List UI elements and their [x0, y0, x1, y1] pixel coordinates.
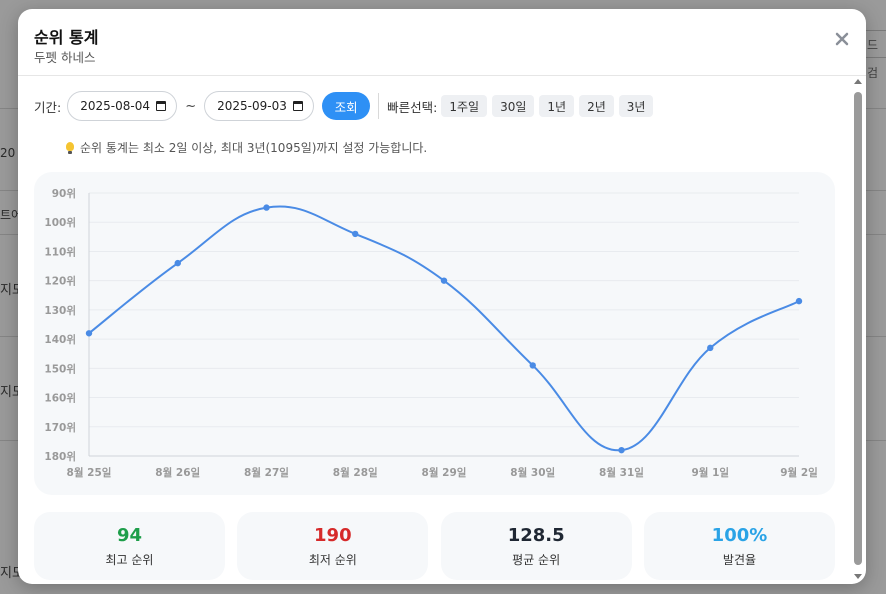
x-tick-label: 8월 26일 — [155, 466, 200, 479]
x-tick-label: 9월 1일 — [691, 466, 729, 479]
quick-select-30days[interactable]: 30일 — [492, 95, 535, 117]
rank-data-point — [263, 204, 270, 211]
stat-worst-value: 190 — [314, 524, 352, 546]
rank-data-point — [352, 230, 359, 238]
stat-card-best: 94 최고 순위 — [34, 512, 225, 580]
modal-header: 순위 통계 두펫 하네스 — [18, 9, 866, 76]
lightbulb-icon — [66, 142, 74, 154]
y-tick-label: 110위 — [44, 245, 76, 258]
scroll-down-arrow-icon[interactable] — [854, 574, 862, 579]
x-tick-label: 8월 30일 — [510, 466, 555, 479]
y-tick-label: 120위 — [44, 275, 76, 288]
stat-discovery-label: 발견율 — [722, 552, 757, 567]
stat-average-label: 평균 순위 — [512, 552, 561, 567]
rank-data-point — [618, 446, 625, 454]
rank-stats-modal: 순위 통계 두펫 하네스 기간: 2025-08-04 ~ 2025-09-03… — [18, 9, 866, 584]
x-tick-label: 8월 28일 — [333, 466, 378, 479]
filter-divider — [378, 93, 380, 119]
x-tick-label: 9월 2일 — [780, 466, 818, 479]
y-tick-label: 150위 — [44, 362, 76, 375]
quick-select-1week[interactable]: 1주일 — [441, 95, 488, 117]
y-tick-label: 140위 — [44, 333, 76, 346]
calendar-icon[interactable] — [293, 101, 304, 111]
stat-discovery-value: 100% — [711, 524, 768, 546]
modal-scrollbar[interactable] — [854, 79, 862, 579]
rank-data-point — [529, 362, 536, 369]
stat-best-value: 94 — [116, 524, 143, 546]
stat-worst-label: 최저 순위 — [308, 552, 357, 567]
y-tick-label: 170위 — [44, 421, 76, 434]
background-text-fragment: 지도 — [0, 566, 24, 581]
x-tick-label: 8월 27일 — [244, 466, 289, 479]
quick-select-3years[interactable]: 3년 — [618, 95, 654, 117]
x-tick-label: 8월 31일 — [599, 466, 644, 479]
rank-data-point — [795, 297, 803, 305]
quick-select-label: 빠른선택: — [387, 99, 438, 115]
background-text-fragment: 지도 — [0, 283, 24, 298]
scrollbar-thumb[interactable] — [854, 92, 862, 565]
rank-data-point — [707, 344, 714, 352]
date-range-hint: 순위 통계는 최소 2일 이상, 최대 3년(1095일)까지 설정 가능합니다… — [66, 139, 427, 156]
stats-row: 94 최고 순위 190 최저 순위 128.5 평균 순위 100% 발견율 — [34, 512, 835, 580]
stat-card-discovery: 100% 발견율 — [643, 512, 835, 580]
period-label: 기간: — [34, 99, 62, 115]
end-date-value: 2025-09-03 — [217, 99, 287, 113]
stat-card-worst: 190 최저 순위 — [237, 512, 429, 580]
stat-best-label: 최고 순위 — [105, 552, 154, 567]
y-tick-label: 90위 — [52, 187, 76, 200]
close-icon[interactable] — [832, 29, 852, 49]
y-tick-label: 130위 — [44, 304, 76, 317]
background-text-fragment: 20 — [0, 146, 16, 160]
background-text-fragment: 지도 — [0, 385, 24, 400]
end-date-input[interactable]: 2025-09-03 — [204, 91, 315, 121]
y-tick-label: 180위 — [44, 450, 76, 463]
rank-data-point — [85, 330, 93, 337]
modal-title: 순위 통계 — [34, 28, 99, 47]
calendar-icon[interactable] — [156, 101, 167, 111]
scroll-up-arrow-icon[interactable] — [854, 79, 862, 84]
date-range-separator: ~ — [185, 98, 197, 114]
quick-select-1year[interactable]: 1년 — [539, 95, 575, 117]
y-tick-label: 160위 — [44, 392, 76, 405]
y-tick-label: 100위 — [44, 216, 76, 229]
rank-series-line — [88, 205, 800, 452]
start-date-input[interactable]: 2025-08-04 — [67, 91, 178, 121]
close-icon-glyph — [835, 32, 849, 46]
rank-data-point — [440, 277, 448, 284]
search-button[interactable]: 조회 — [322, 92, 371, 120]
stat-average-value: 128.5 — [507, 524, 565, 546]
rank-chart-card: 90위 100위 110위 120위 130위 140위 150위 160위 170위 180위 8… — [34, 172, 835, 495]
background-text-fragment: 트어 — [0, 208, 23, 222]
quick-select-2years[interactable]: 2년 — [579, 95, 614, 117]
modal-subtitle: 두펫 하네스 — [34, 50, 96, 65]
modal-content: 기간: 2025-08-04 ~ 2025-09-03 조회 빠른선택: 1주일… — [18, 76, 850, 584]
period-filter-row: 기간: 2025-08-04 ~ 2025-09-03 조회 빠른선택: 1주일… — [34, 90, 658, 122]
x-tick-label: 8월 29일 — [422, 466, 467, 479]
x-tick-label: 8월 25일 — [67, 466, 112, 479]
start-date-value: 2025-08-04 — [80, 99, 150, 113]
rank-data-point — [174, 259, 181, 267]
hint-text: 순위 통계는 최소 2일 이상, 최대 3년(1095일)까지 설정 가능합니다… — [80, 141, 428, 155]
stat-card-average: 128.5 평균 순위 — [440, 512, 632, 580]
rank-line-chart: 90위 100위 110위 120위 130위 140위 150위 160위 170위 180위 8… — [44, 187, 818, 479]
